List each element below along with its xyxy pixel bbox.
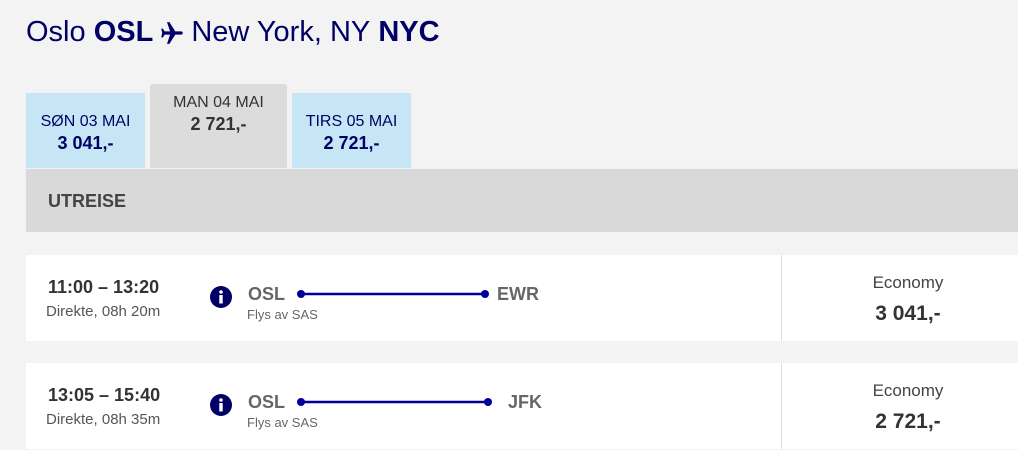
price: 2 721,- — [875, 410, 941, 433]
section-title: UTREISE — [48, 191, 127, 211]
tab-price: 3 041,- — [57, 133, 114, 153]
tab-date: TIRS 05 MAI — [305, 113, 398, 130]
route-title: Oslo OSL New York, NY NYC — [26, 16, 440, 49]
tab-date: MAN 04 MAI — [173, 94, 264, 111]
tab-price: 2 721,- — [190, 114, 247, 134]
destination-code: JFK — [508, 392, 543, 412]
info-icon[interactable] — [210, 394, 232, 416]
origin-code: OSL — [248, 392, 286, 412]
cabin-class: Economy — [872, 381, 944, 400]
origin-code: OSL — [93, 16, 154, 48]
plane-icon — [161, 21, 184, 44]
route-line — [297, 398, 492, 406]
flight-time: 13:05 – 15:40 — [48, 385, 161, 405]
origin-city: Oslo — [26, 16, 86, 48]
price: 3 041,- — [875, 302, 941, 325]
operator: Flys av SAS — [247, 415, 318, 430]
divider — [781, 363, 782, 449]
flight-details: Direkte, 08h 35m — [46, 411, 161, 428]
date-tab[interactable]: SØN 03 MAI 3 041,- — [26, 93, 145, 168]
route-line — [297, 290, 489, 298]
section-band: UTREISE — [26, 169, 1018, 232]
origin-code: OSL — [248, 284, 286, 304]
date-tab[interactable]: MAN 04 MAI 2 721,- — [150, 84, 287, 168]
operator: Flys av SAS — [247, 307, 318, 322]
destination-code: NYC — [378, 16, 440, 48]
destination-city: New York, NY — [191, 16, 371, 48]
date-tab[interactable]: TIRS 05 MAI 2 721,- — [292, 93, 411, 168]
tab-price: 2 721,- — [323, 133, 380, 153]
divider — [781, 255, 782, 341]
flight-row[interactable]: 11:00 – 13:20 Direkte, 08h 20m OSL EWR Flys … — [26, 255, 1018, 341]
cabin-class: Economy — [872, 273, 944, 292]
flight-time: 11:00 – 13:20 — [48, 277, 160, 297]
flight-row[interactable]: 13:05 – 15:40 Direkte, 08h 35m OSL JFK Flys … — [26, 363, 1018, 449]
tab-date: SØN 03 MAI — [40, 113, 131, 130]
info-icon[interactable] — [210, 286, 232, 308]
destination-code: EWR — [497, 284, 539, 304]
flight-details: Direkte, 08h 20m — [46, 303, 161, 320]
